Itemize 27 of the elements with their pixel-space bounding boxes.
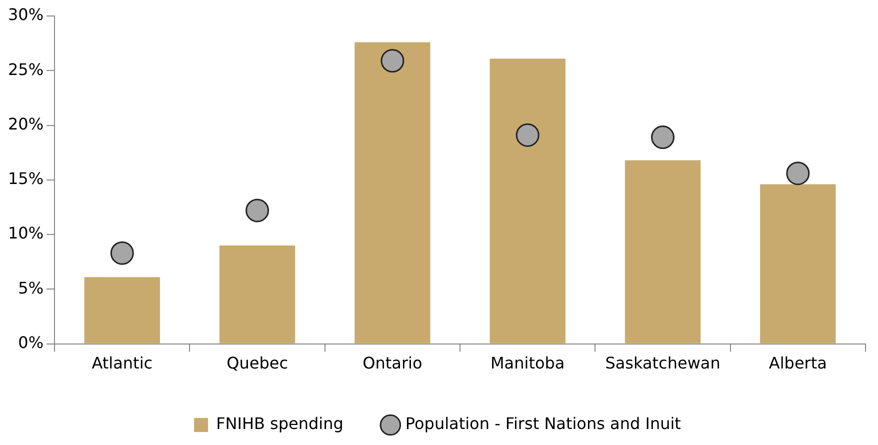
- x-tick-label: Atlantic: [92, 354, 153, 373]
- x-tick-label: Ontario: [362, 354, 422, 373]
- bar: [84, 277, 160, 344]
- y-tick-label: 15%: [8, 169, 44, 188]
- point: [786, 162, 810, 186]
- y-tick-label: 5%: [18, 278, 44, 298]
- bar: [354, 42, 430, 344]
- point: [516, 123, 540, 147]
- y-tick-label: 25%: [8, 60, 44, 79]
- y-tick-label: 10%: [8, 224, 44, 243]
- y-tick-label: 20%: [8, 114, 44, 134]
- bar: [624, 160, 701, 344]
- point: [110, 241, 134, 265]
- point: [380, 49, 404, 73]
- x-tick-label: Alberta: [768, 354, 827, 373]
- bar: [760, 184, 836, 344]
- x-tick-label: Quebec: [226, 354, 288, 373]
- legend-label: FNIHB spending: [216, 414, 344, 434]
- point: [246, 198, 270, 222]
- x-tick-label: Manitoba: [490, 354, 565, 373]
- bar: [219, 245, 296, 344]
- y-tick-label: 30%: [8, 5, 44, 24]
- point: [651, 126, 675, 150]
- legend-label: Population - First Nations and Inuit: [405, 414, 681, 434]
- x-tick-label: Saskatchewan: [605, 354, 720, 373]
- bar: [490, 58, 566, 344]
- y-tick-label: 0%: [18, 332, 44, 352]
